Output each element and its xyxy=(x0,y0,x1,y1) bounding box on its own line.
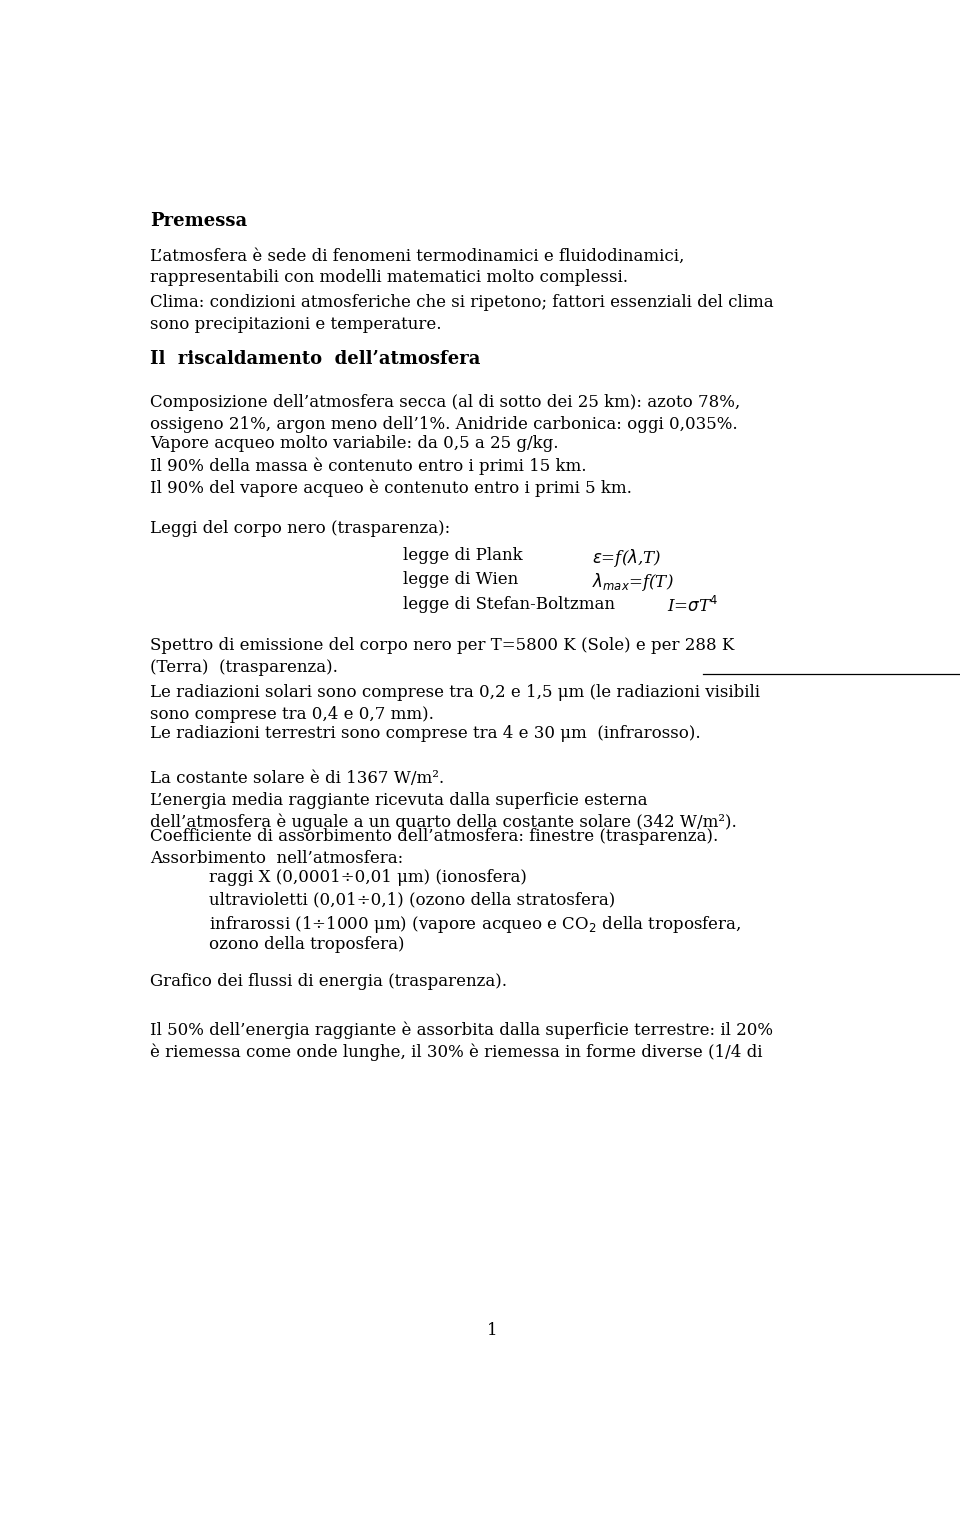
Text: Le radiazioni solari sono comprese tra 0,2 e 1,5 μm (le radiazioni visibili: Le radiazioni solari sono comprese tra 0… xyxy=(150,684,759,701)
Text: Le radiazioni terrestri sono comprese tra 4 e 30 μm  (infrarosso).: Le radiazioni terrestri sono comprese tr… xyxy=(150,725,701,742)
Text: Il  riscaldamento  dell’atmosfera: Il riscaldamento dell’atmosfera xyxy=(150,349,480,367)
Text: Composizione dell’atmosfera secca (al di sotto dei 25 km): azoto 78%,: Composizione dell’atmosfera secca (al di… xyxy=(150,395,740,411)
Text: Il 90% del vapore acqueo è contenuto entro i primi 5 km.: Il 90% del vapore acqueo è contenuto ent… xyxy=(150,480,632,497)
Text: L’atmosfera è sede di fenomeni termodinamici e fluidodinamici,: L’atmosfera è sede di fenomeni termodina… xyxy=(150,247,684,265)
Text: legge di Stefan-Boltzman: legge di Stefan-Boltzman xyxy=(403,596,614,613)
Text: $\varepsilon$=f($\lambda$,T): $\varepsilon$=f($\lambda$,T) xyxy=(592,547,662,568)
Text: L’energia media raggiante ricevuta dalla superficie esterna: L’energia media raggiante ricevuta dalla… xyxy=(150,791,647,809)
Text: $\lambda_{max}$=f(T): $\lambda_{max}$=f(T) xyxy=(592,572,674,593)
Text: ultravioletti (0,01÷0,1) (ozono della stratosfera): ultravioletti (0,01÷0,1) (ozono della st… xyxy=(209,892,615,908)
Text: I=$\sigma$T$^4$: I=$\sigma$T$^4$ xyxy=(667,596,718,616)
Text: Premessa: Premessa xyxy=(150,212,247,230)
Text: sono comprese tra 0,4 e 0,7 mm).: sono comprese tra 0,4 e 0,7 mm). xyxy=(150,706,434,722)
Text: ozono della troposfera): ozono della troposfera) xyxy=(209,936,405,952)
Text: Il 90% della massa è contenuto entro i primi 15 km.: Il 90% della massa è contenuto entro i p… xyxy=(150,457,587,475)
Text: infrarossi (1÷1000 μm) (vapore acqueo e CO$_2$ della troposfera,: infrarossi (1÷1000 μm) (vapore acqueo e … xyxy=(209,914,742,934)
Text: Vapore acqueo molto variabile: da 0,5 a 25 g/kg.: Vapore acqueo molto variabile: da 0,5 a … xyxy=(150,436,559,453)
Text: La costante solare è di 1367 W/m².: La costante solare è di 1367 W/m². xyxy=(150,770,444,786)
Text: 1: 1 xyxy=(487,1321,497,1338)
Text: sono precipitazioni e temperature.: sono precipitazioni e temperature. xyxy=(150,317,442,334)
Text: Spettro di emissione del corpo nero per T=5800 K (Sole) e per 288 K: Spettro di emissione del corpo nero per … xyxy=(150,637,734,654)
Text: raggi X (0,0001÷0,01 μm) (ionosfera): raggi X (0,0001÷0,01 μm) (ionosfera) xyxy=(209,869,527,887)
Text: Assorbimento  nell’atmosfera:: Assorbimento nell’atmosfera: xyxy=(150,850,403,867)
Text: ossigeno 21%, argon meno dell’1%. Anidride carbonica: oggi 0,035%.: ossigeno 21%, argon meno dell’1%. Anidri… xyxy=(150,416,737,433)
Text: Grafico dei flussi di energia (trasparenza).: Grafico dei flussi di energia (trasparen… xyxy=(150,972,507,989)
Text: dell’atmosfera è uguale a un quarto della costante solare (342 W/m²).: dell’atmosfera è uguale a un quarto dell… xyxy=(150,814,736,831)
Text: (Terra)  (trasparenza).: (Terra) (trasparenza). xyxy=(150,658,338,677)
Text: Il 50% dell’energia raggiante è assorbita dalla superficie terrestre: il 20%: Il 50% dell’energia raggiante è assorbit… xyxy=(150,1023,773,1039)
Text: Leggi del corpo nero (trasparenza):: Leggi del corpo nero (trasparenza): xyxy=(150,520,450,536)
Text: Clima: condizioni atmosferiche che si ripetono; fattori essenziali del clima: Clima: condizioni atmosferiche che si ri… xyxy=(150,294,774,311)
Text: è riemessa come onde lunghe, il 30% è riemessa in forme diverse (1/4 di: è riemessa come onde lunghe, il 30% è ri… xyxy=(150,1044,762,1062)
Text: legge di Plank: legge di Plank xyxy=(403,547,522,564)
Text: legge di Wien: legge di Wien xyxy=(403,572,518,588)
Text: rappresentabili con modelli matematici molto complessi.: rappresentabili con modelli matematici m… xyxy=(150,270,628,287)
Text: Coefficiente di assorbimento dell’atmosfera: finestre (trasparenza).: Coefficiente di assorbimento dell’atmosf… xyxy=(150,829,718,846)
